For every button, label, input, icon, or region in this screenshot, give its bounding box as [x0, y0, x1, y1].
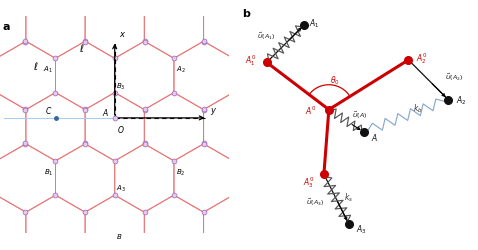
Text: $k_b$: $k_b$: [413, 102, 423, 115]
Text: $k_s$: $k_s$: [344, 190, 353, 203]
Text: $A^0$: $A^0$: [305, 104, 316, 116]
Text: a: a: [2, 22, 10, 32]
Text: $A_1^0$: $A_1^0$: [245, 53, 257, 68]
Text: $O$: $O$: [117, 124, 125, 135]
Text: $\vec{U}(A)$: $\vec{U}(A)$: [352, 109, 368, 120]
Text: $B_1$: $B_1$: [44, 167, 53, 177]
Text: $B$: $B$: [116, 232, 122, 240]
Text: $\vec{U}(A_2)$: $\vec{U}(A_2)$: [445, 72, 463, 83]
Text: $A_1$: $A_1$: [43, 65, 53, 75]
Text: $\theta_0$: $\theta_0$: [330, 74, 340, 87]
Text: $B_2$: $B_2$: [176, 167, 185, 177]
Text: $\vec{U}(A_1)$: $\vec{U}(A_1)$: [257, 31, 275, 42]
Text: $\ell$: $\ell$: [33, 60, 38, 72]
Text: $C$: $C$: [44, 104, 52, 115]
Text: $A_3$: $A_3$: [356, 223, 367, 235]
Text: $\vec{U}(A_3)$: $\vec{U}(A_3)$: [306, 196, 324, 207]
Text: $A_3$: $A_3$: [116, 183, 126, 193]
Text: $\ell$: $\ell$: [79, 42, 85, 54]
Text: $A_1$: $A_1$: [309, 17, 319, 30]
Text: b: b: [242, 9, 250, 18]
Text: $B_3$: $B_3$: [116, 82, 125, 92]
Text: $A_2^0$: $A_2^0$: [416, 51, 427, 66]
Text: $A$: $A$: [102, 106, 109, 117]
Text: $A_2$: $A_2$: [176, 65, 186, 75]
Text: $x$: $x$: [119, 30, 126, 39]
Text: $A_2$: $A_2$: [456, 94, 466, 106]
Text: $A_3^0$: $A_3^0$: [303, 174, 314, 189]
Text: $y$: $y$: [209, 105, 217, 116]
Text: $A$: $A$: [371, 132, 378, 143]
